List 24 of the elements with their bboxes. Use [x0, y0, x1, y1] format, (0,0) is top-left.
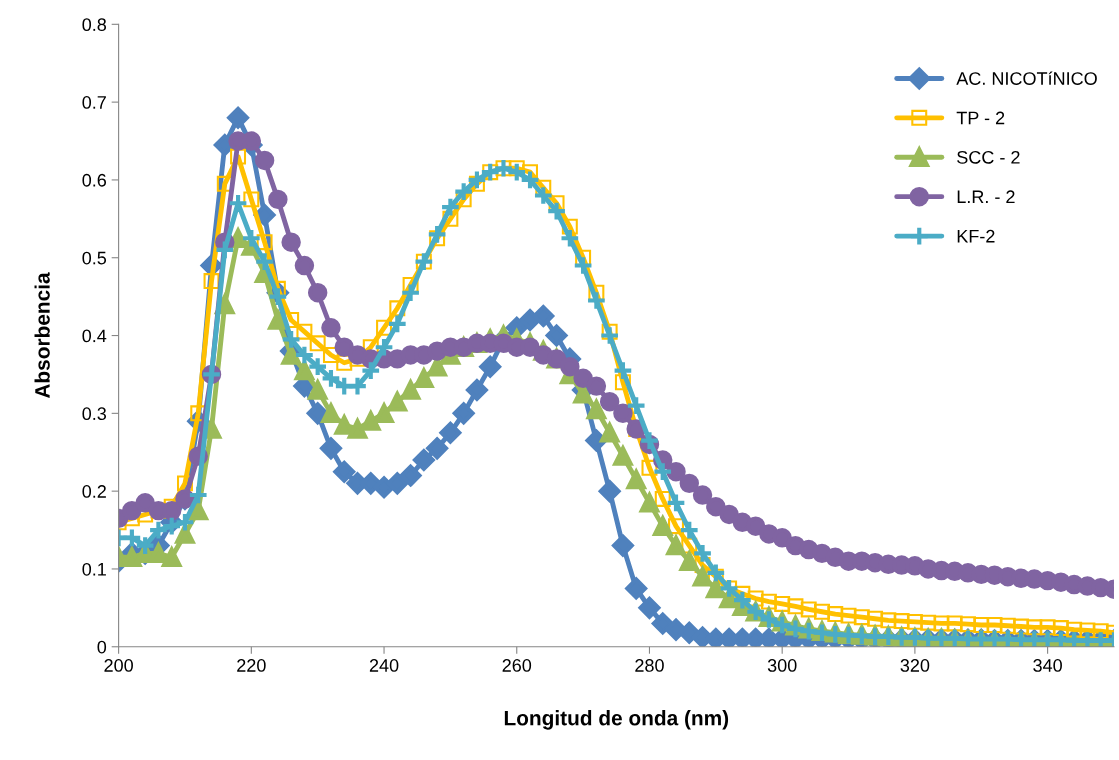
y-tick-label: 0.7	[82, 96, 106, 109]
y-tick-label: 0.5	[82, 251, 107, 265]
y-tick-label: 0.2	[82, 485, 106, 498]
y-tick-label: 0.8	[82, 18, 107, 32]
y-tick-label: 0	[97, 640, 107, 654]
legend-label: SCC - 2	[957, 150, 1020, 164]
x-tick-label: 200	[104, 659, 133, 672]
legend-label: TP - 2	[956, 111, 1005, 125]
y-tick-label: 0.6	[82, 173, 107, 187]
x-axis-title: Longitud de onda (nm)	[504, 710, 729, 730]
y-axis-title: Absorbencia	[34, 272, 50, 399]
x-tick-label: 220	[237, 659, 266, 672]
x-tick-label: 260	[502, 659, 532, 672]
y-tick-label: 0.4	[82, 329, 107, 343]
legend-label: AC. NICOTíNICO	[956, 71, 1097, 85]
x-tick-label: 240	[369, 659, 399, 672]
x-tick-label: 340	[1033, 659, 1062, 672]
x-tick-label: 280	[635, 659, 664, 672]
legend-label: L.R. - 2	[957, 190, 1015, 203]
y-tick-label: 0.1	[82, 562, 106, 576]
x-tick-label: 320	[900, 659, 930, 672]
legend-label: KF-2	[957, 229, 995, 243]
y-tick-label: 0.3	[82, 407, 107, 421]
x-tick-label: 300	[767, 659, 797, 672]
